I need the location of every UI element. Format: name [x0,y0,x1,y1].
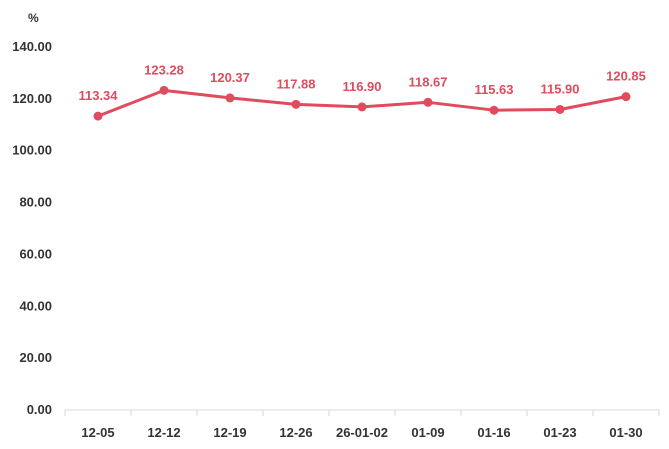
x-tick-label: 12-19 [213,425,246,440]
y-tick-label: 40.00 [19,298,52,313]
data-point [555,104,565,114]
data-label: 120.85 [606,69,646,84]
data-point [423,97,433,107]
y-tick-label: 60.00 [19,246,52,261]
y-axis-ticks: 0.00 20.00 40.00 60.00 80.00 100.00 120.00 140.… [12,39,52,417]
x-tick-label: 12-05 [81,425,114,440]
data-label: 118.67 [408,74,447,89]
data-point [159,85,169,95]
x-tick-label: 12-26 [279,425,312,440]
data-point [357,102,367,112]
data-label: 117.88 [276,76,315,91]
data-point [621,92,631,102]
y-tick-label: 100.00 [12,143,52,158]
x-tick-label: 12-12 [147,425,180,440]
x-tick-label: 01-16 [477,425,510,440]
data-label: 120.37 [210,70,250,85]
series-group: 113.34 123.28 120.37 117.88 116.90 118.67 115.… [78,62,646,121]
x-tick-label: 01-09 [411,425,444,440]
y-tick-label: 120.00 [12,91,52,106]
data-point [93,111,103,121]
y-tick-label: 0.00 [27,402,52,417]
data-label: 113.34 [78,88,118,103]
y-tick-label: 20.00 [19,350,52,365]
x-tick-label: 01-23 [543,425,576,440]
x-axis-ticks: 12-05 12-12 12-19 12-26 26-01-02 01-09 01-16 01… [64,410,660,440]
data-label: 123.28 [144,62,184,77]
data-label: 115.63 [474,82,513,97]
x-tick-label: 01-30 [609,425,642,440]
data-label: 116.90 [342,79,381,94]
data-point [291,99,301,109]
data-point [489,105,499,115]
y-tick-label: 80.00 [19,195,52,210]
data-label: 115.90 [540,81,579,96]
y-tick-label: 140.00 [12,39,52,54]
x-tick-label: 26-01-02 [336,425,388,440]
y-axis-unit: % [28,11,39,25]
data-point [225,93,235,103]
